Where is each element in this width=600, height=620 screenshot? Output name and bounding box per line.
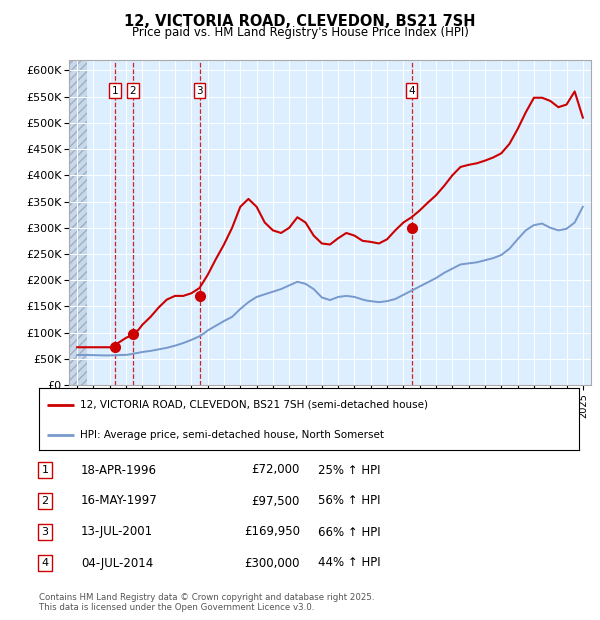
Text: £169,950: £169,950 [244,526,300,539]
Text: 56% ↑ HPI: 56% ↑ HPI [318,495,380,508]
Text: £72,000: £72,000 [251,464,300,477]
Text: 04-JUL-2014: 04-JUL-2014 [81,557,153,570]
Text: 1: 1 [112,86,118,96]
Text: £97,500: £97,500 [251,495,300,508]
Text: 16-MAY-1997: 16-MAY-1997 [81,495,158,508]
Text: 66% ↑ HPI: 66% ↑ HPI [318,526,380,539]
Text: 13-JUL-2001: 13-JUL-2001 [81,526,153,539]
Text: 2: 2 [41,496,49,506]
Text: Price paid vs. HM Land Registry's House Price Index (HPI): Price paid vs. HM Land Registry's House … [131,26,469,39]
Text: 3: 3 [196,86,203,96]
Text: 25% ↑ HPI: 25% ↑ HPI [318,464,380,477]
Text: 2: 2 [130,86,136,96]
Text: Contains HM Land Registry data © Crown copyright and database right 2025.
This d: Contains HM Land Registry data © Crown c… [39,593,374,612]
Text: 44% ↑ HPI: 44% ↑ HPI [318,557,380,570]
Text: 12, VICTORIA ROAD, CLEVEDON, BS21 7SH: 12, VICTORIA ROAD, CLEVEDON, BS21 7SH [124,14,476,29]
Text: 1: 1 [41,465,49,475]
Text: 18-APR-1996: 18-APR-1996 [81,464,157,477]
Text: 12, VICTORIA ROAD, CLEVEDON, BS21 7SH (semi-detached house): 12, VICTORIA ROAD, CLEVEDON, BS21 7SH (s… [79,400,427,410]
Text: 4: 4 [41,558,49,568]
Text: £300,000: £300,000 [245,557,300,570]
Bar [69,60,87,385]
Text: 4: 4 [408,86,415,96]
Text: 3: 3 [41,527,49,537]
Text: HPI: Average price, semi-detached house, North Somerset: HPI: Average price, semi-detached house,… [79,430,383,440]
